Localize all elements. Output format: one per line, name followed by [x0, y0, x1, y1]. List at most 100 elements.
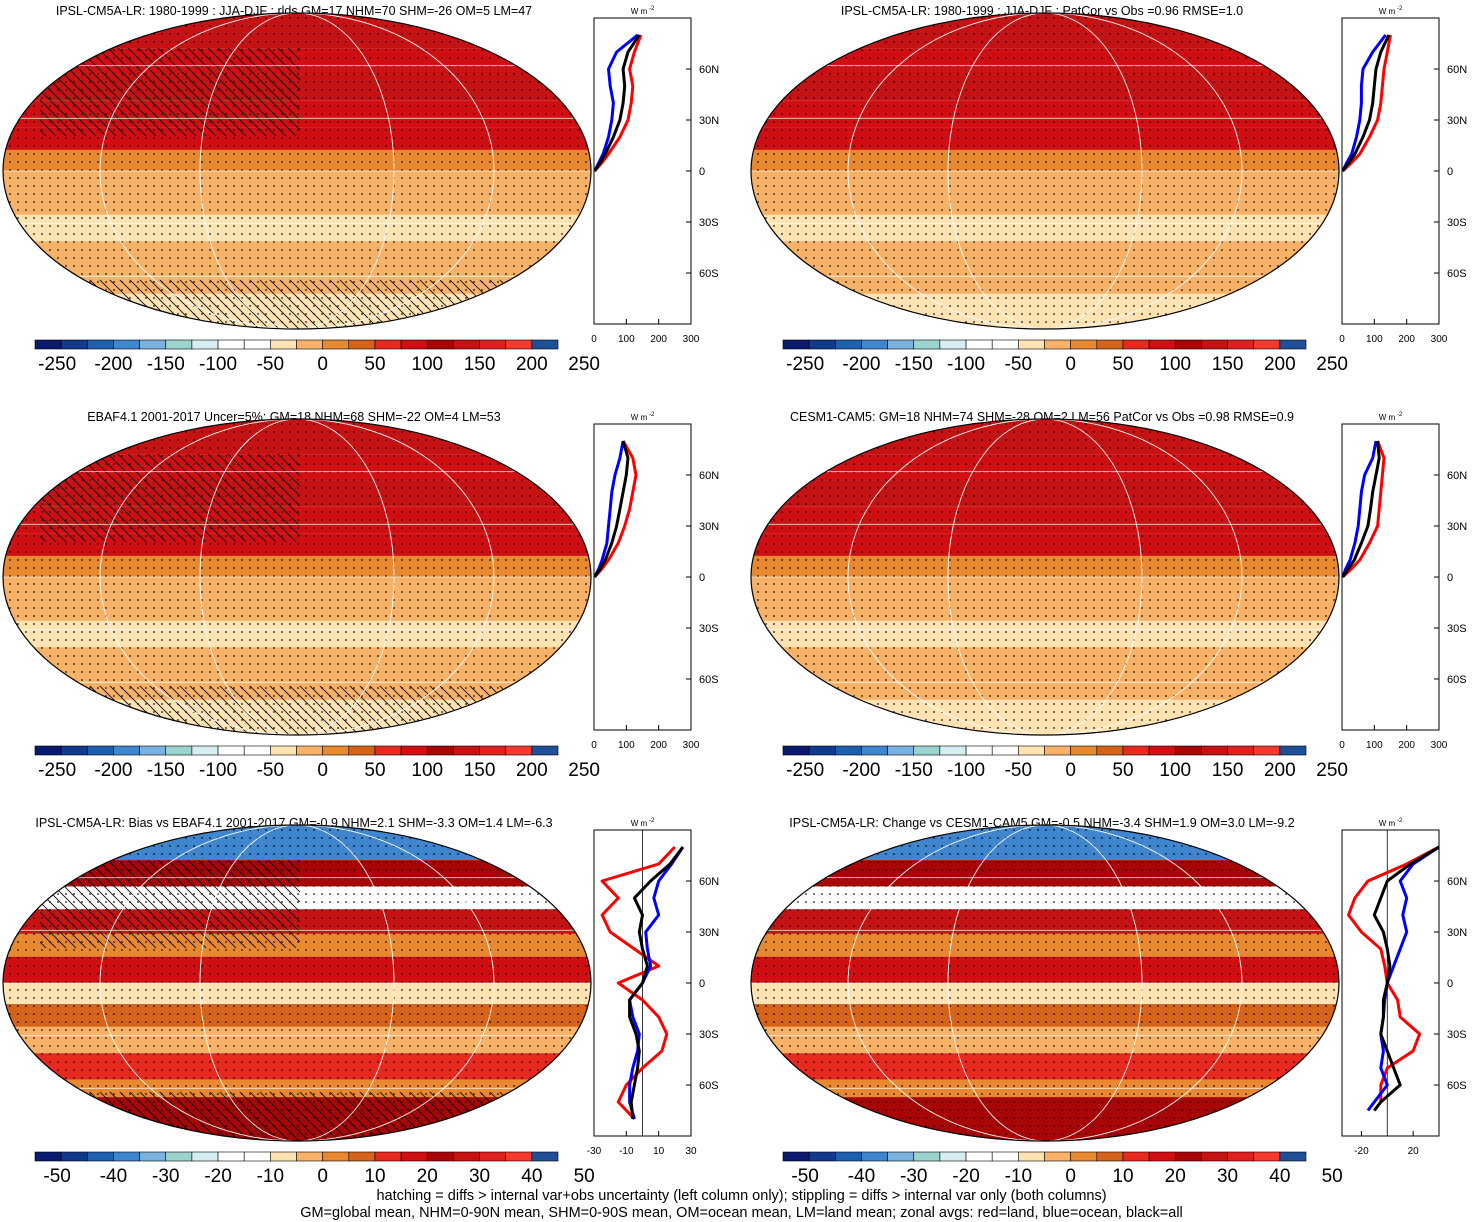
zonal-x-label: 100: [618, 740, 635, 751]
colorbar-swatch: [1096, 339, 1124, 350]
colorbar-swatch: [1122, 339, 1150, 350]
hatching: [3, 1091, 591, 1141]
colorbar-swatch: [1070, 745, 1098, 756]
colorbar-swatch: [479, 1151, 506, 1162]
footnote-line-2: GM=global mean, NHM=0-90N mean, SHM=0-90…: [300, 1205, 1183, 1221]
zonal-lat-label: 30N: [1447, 115, 1467, 127]
colorbar-swatch: [991, 1151, 1019, 1162]
zonal-x-label: 100: [618, 334, 635, 345]
colorbar-swatch: [939, 339, 967, 350]
panel-ipsl-jja-djf-chart: IPSL-CM5A-LR: 1980-1999 : JJA-DJF : rlds…: [2, 4, 719, 375]
colorbar-swatch: [835, 745, 862, 756]
zonal-all-line: [1372, 845, 1440, 1112]
colorbar-swatch: [348, 745, 376, 756]
colorbar-label: 250: [568, 354, 600, 375]
colorbar-swatch: [1148, 1151, 1176, 1162]
zonal-unit-exponent: -2: [1397, 412, 1403, 418]
map-projection: [751, 13, 1339, 329]
colorbar-swatch: [322, 1151, 350, 1162]
zonal-lat-label: 30S: [699, 623, 719, 635]
colorbar-swatch: [1148, 339, 1176, 350]
colorbar-label: 150: [1212, 760, 1244, 781]
colorbar: -250 -200 -150 -100 -50 0 50 100 150 200 250: [34, 339, 600, 375]
colorbar-swatch: [1018, 339, 1045, 350]
zonal-frame: [593, 17, 692, 325]
panel-ebaf-obs: EBAF4.1 2001-2017 Uncer=5%: GM=18 NHM=68…: [0, 406, 740, 791]
colorbar-label: 0: [317, 760, 328, 781]
colorbar-swatch: [322, 745, 350, 756]
zonal-unit: W m: [1379, 819, 1396, 828]
colorbar-swatch: [191, 339, 219, 350]
zonal-lat-label: 30N: [699, 115, 719, 127]
panel-ipsl-jja-djf: IPSL-CM5A-LR: 1980-1999 : JJA-DJF : rlds…: [0, 0, 740, 385]
colorbar-swatch: [505, 745, 533, 756]
colorbar-swatch: [1227, 745, 1254, 756]
zonal-lat-label: 60N: [1447, 64, 1467, 76]
colorbar-label: -150: [895, 354, 933, 375]
colorbar-swatch: [887, 339, 915, 350]
panel-ipsl-change-chart: IPSL-CM5A-LR: Change vs CESM1-CAM5 GM=-0…: [750, 816, 1467, 1187]
colorbar-label: 200: [1264, 760, 1296, 781]
colorbar-label: -50: [43, 1166, 70, 1187]
panel-ipsl-bias: IPSL-CM5A-LR: Bias vs EBAF4.1 2001-2017 …: [0, 812, 740, 1197]
zonal-lat-label: 60S: [1447, 1080, 1467, 1092]
colorbar-swatch: [1201, 745, 1228, 756]
graticule-lon: [847, 825, 1243, 1141]
zonal-mean-plot: W m -2 60N 30N 0 30S 60S -20 20: [1341, 818, 1467, 1157]
zonal-lat-label: 30N: [699, 521, 719, 533]
colorbar-swatch: [1279, 339, 1307, 350]
colorbar-label: -40: [848, 1166, 875, 1187]
colorbar-label: -20: [952, 1166, 979, 1187]
colorbar-swatch: [1044, 339, 1071, 350]
colorbar-swatch: [1044, 1151, 1071, 1162]
colorbar: -250 -200 -150 -100 -50 0 50 100 150 200 250: [782, 339, 1348, 375]
colorbar-swatch: [1279, 745, 1307, 756]
colorbar-swatch: [1174, 1151, 1202, 1162]
graticule-lon: [847, 13, 1243, 329]
zonal-lat-label: 30S: [699, 217, 719, 229]
colorbar-swatch: [139, 745, 167, 756]
colorbar-label: -30: [152, 1166, 179, 1187]
map-outline: [2, 824, 592, 1142]
colorbar-swatch: [939, 745, 967, 756]
zonal-x-label: 200: [1398, 334, 1415, 345]
colorbar-swatch: [426, 339, 454, 350]
colorbar-swatch: [1122, 1151, 1150, 1162]
colorbar-label: 200: [516, 354, 548, 375]
map-outline: [2, 418, 592, 736]
colorbar-label: -40: [100, 1166, 127, 1187]
colorbar-swatch: [374, 1151, 402, 1162]
chart-title: EBAF4.1 2001-2017 Uncer=5%: GM=18 NHM=68…: [87, 410, 500, 424]
graticule-lon: [947, 419, 1143, 735]
colorbar-swatch: [1201, 1151, 1228, 1162]
zonal-x-label: 200: [1398, 740, 1415, 751]
zonal-frame: [593, 423, 692, 731]
colorbar-swatch: [991, 339, 1019, 350]
zonal-mean-plot: W m -2 60N 30N 0 30S 60S 0 100 200 300: [1339, 6, 1467, 345]
colorbar-swatch: [453, 745, 480, 756]
colorbar-swatch: [939, 1151, 967, 1162]
zonal-land-line: [593, 440, 638, 578]
map-projection: [751, 419, 1339, 735]
zonal-land-line: [593, 34, 643, 172]
zonal-lat-label: 60N: [699, 470, 719, 482]
zonal-all-line: [593, 34, 641, 172]
colorbar-swatch: [1227, 1151, 1254, 1162]
zonal-lat-label: 60N: [1447, 470, 1467, 482]
zonal-lat-label: 60S: [1447, 268, 1467, 280]
colorbar-swatch: [808, 339, 836, 350]
map-outline: [2, 12, 592, 330]
colorbar-swatch: [782, 1151, 810, 1162]
chart-title: IPSL-CM5A-LR: 1980-1999 : JJA-DJF : rlds…: [56, 4, 532, 18]
zonal-lat-label: 30S: [699, 1029, 719, 1041]
colorbar-swatch: [808, 745, 836, 756]
graticule-lon: [199, 419, 395, 735]
zonal-x-label: 300: [683, 740, 700, 751]
zonal-unit: W m: [631, 819, 648, 828]
hatching: [40, 454, 300, 542]
colorbar-swatch: [479, 745, 506, 756]
zonal-x-label: 0: [591, 740, 597, 751]
colorbar-label: 100: [411, 354, 443, 375]
colorbar-label: 100: [1159, 354, 1191, 375]
zonal-lat-label: 60S: [699, 1080, 719, 1092]
